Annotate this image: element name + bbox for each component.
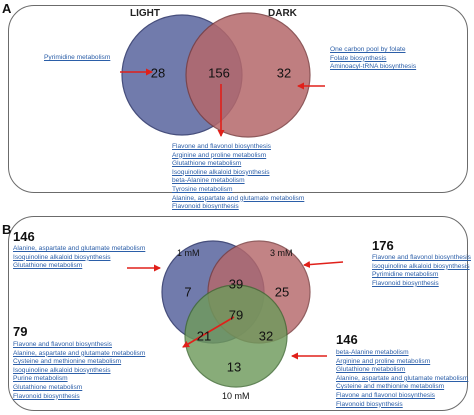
pathway-link[interactable]: Alanine, aspartate and glutamate metabol…: [172, 194, 305, 202]
pathway-link[interactable]: Alanine, aspartate and glutamate metabol…: [13, 245, 146, 252]
pathway-link[interactable]: beta-Alanine metabolism: [336, 349, 409, 356]
count-1mm-only: 7: [184, 284, 192, 300]
count-10mm-only: 13: [226, 359, 242, 375]
pathway-link[interactable]: Flavonoid biosynthesis: [13, 392, 80, 400]
pathway-link[interactable]: Flavonoid biosynthesis: [336, 400, 403, 408]
pathway-link[interactable]: Arginine and proline metabolism: [172, 151, 267, 159]
pathway-link[interactable]: Purine metabolism: [13, 375, 68, 383]
pathway-link[interactable]: Glutathione metabolism: [336, 366, 406, 374]
group-146-bottom-count: 146: [336, 332, 358, 347]
pathway-link[interactable]: Flavone and flavonol biosynthesis: [372, 254, 471, 261]
pathway-link[interactable]: Isoquinoline alkaloid biosynthesis: [13, 366, 111, 374]
pathway-link[interactable]: Tyrosine metabolism: [172, 185, 233, 193]
panel-b-label: B: [2, 222, 12, 237]
venn-a-dark-circle: [185, 12, 311, 138]
shared-pathway-list: Flavone and flavonol biosynthesis Argini…: [172, 143, 304, 212]
set-3mm-label: 3 mM: [270, 248, 293, 258]
group-176-list: Flavone and flavonol biosynthesis Isoqui…: [372, 254, 471, 288]
pathway-link[interactable]: Isoquinoline alkaloid biosynthesis: [372, 262, 470, 270]
pathway-link[interactable]: Alanine, aspartate and glutamate metabol…: [13, 349, 146, 357]
panel-a-label: A: [2, 1, 12, 16]
group-79-list: Flavone and flavonol biosynthesis Alanin…: [13, 341, 145, 401]
pathway-link[interactable]: Flavonoid biosynthesis: [172, 203, 239, 211]
arrow-b-176: [303, 261, 344, 269]
group-176-count: 176: [372, 238, 394, 253]
set-1mm-label: 1 mM: [177, 248, 200, 258]
group-146-top-count: 146: [13, 229, 35, 244]
count-light-dark: 156: [208, 65, 230, 81]
count-all-three: 79: [228, 307, 244, 323]
count-dark-only: 32: [276, 65, 292, 81]
dark-pathway-list: One carbon pool by folate Folate biosynt…: [330, 46, 416, 72]
pathway-link[interactable]: Folate biosynthesis: [330, 54, 387, 62]
count-1mm-10mm: 21: [196, 328, 212, 344]
pathway-link[interactable]: Flavone and flavonol biosynthesis: [172, 143, 271, 150]
set-light-label: LIGHT: [130, 8, 160, 19]
count-light-only: 28: [150, 65, 166, 81]
pathway-link[interactable]: Glutathione metabolism: [13, 262, 83, 270]
arrow-b-79: [182, 316, 235, 348]
set-10mm-label: 10 mM: [222, 391, 250, 401]
pathway-link[interactable]: Glutathione metabolism: [13, 383, 83, 391]
pathway-link[interactable]: Isoquinoline alkaloid biosynthesis: [172, 168, 270, 176]
group-146-top-list: Alanine, aspartate and glutamate metabol…: [13, 245, 145, 271]
pathway-link[interactable]: Isoquinoline alkaloid biosynthesis: [13, 253, 111, 261]
pathway-link[interactable]: Flavone and flavonol biosynthesis: [336, 391, 435, 399]
pathway-link[interactable]: beta-Alanine metabolism: [172, 177, 245, 185]
set-dark-label: DARK: [268, 8, 297, 19]
pathway-link[interactable]: Pyrimidine metabolism: [44, 54, 111, 61]
light-pathway-list: Pyrimidine metabolism: [44, 54, 110, 63]
pathway-link[interactable]: Pyrimidine metabolism: [372, 271, 439, 279]
pathway-link[interactable]: Aminoacyl-tRNA biosynthesis: [330, 63, 417, 71]
pathway-link[interactable]: Cysteine and methionine metabolism: [13, 358, 122, 366]
pathway-link[interactable]: Flavone and flavonol biosynthesis: [13, 341, 112, 348]
pathway-link[interactable]: Cysteine and methionine metabolism: [336, 383, 445, 391]
group-79-count: 79: [13, 324, 28, 339]
venn-b-10mm-circle: [184, 284, 288, 388]
group-146-bottom-list: beta-Alanine metabolism Arginine and pro…: [336, 349, 468, 409]
pathway-link[interactable]: Flavonoid biosynthesis: [372, 279, 439, 287]
count-1mm-3mm: 39: [228, 276, 244, 292]
count-3mm-only: 25: [274, 284, 290, 300]
pathway-link[interactable]: Alanine, aspartate and glutamate metabol…: [336, 374, 469, 382]
pathway-link[interactable]: One carbon pool by folate: [330, 46, 406, 53]
count-3mm-10mm: 32: [258, 328, 274, 344]
pathway-link[interactable]: Glutathione metabolism: [172, 160, 242, 168]
pathway-link[interactable]: Arginine and proline metabolism: [336, 357, 431, 365]
